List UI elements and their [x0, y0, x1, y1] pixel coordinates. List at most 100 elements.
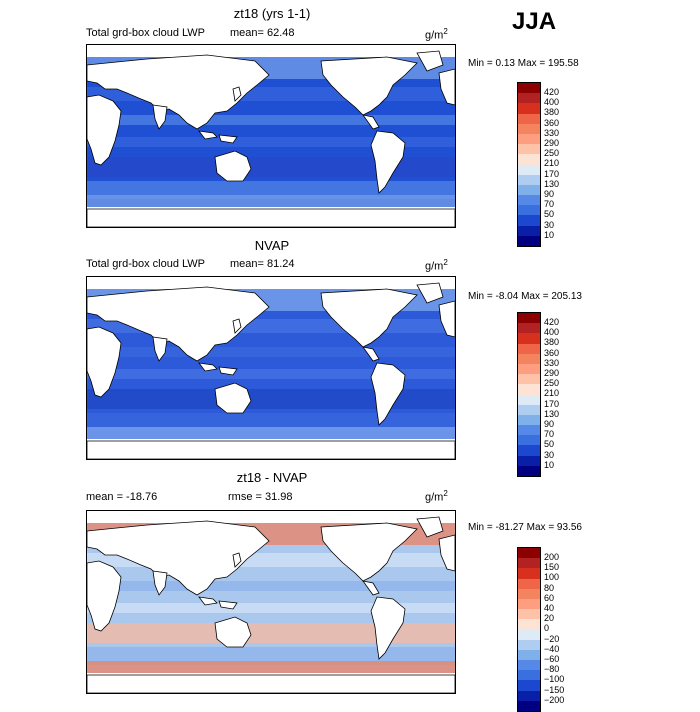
colorbar-label: 40 [544, 603, 555, 613]
colorbar-swatch [518, 670, 540, 681]
colorbar-label: 150 [544, 562, 560, 573]
colorbar-label: 170 [544, 398, 560, 409]
value-band [87, 581, 455, 591]
colorbar-label: 70 [544, 429, 555, 440]
land-outline [438, 68, 455, 106]
land-outline [362, 580, 380, 596]
colorbar-label: 200 [544, 552, 560, 562]
colorbar-label: 10 [544, 459, 555, 470]
colorbar-label: 210 [544, 158, 560, 169]
value-band [87, 413, 455, 431]
panel-1-units: g/m2 [425, 27, 448, 42]
season-label: JJA [512, 8, 557, 35]
panel-3-minmax: Min = -81.27 Max = 93.56 [468, 522, 582, 533]
colorbar-label: 60 [544, 592, 555, 603]
value-band [87, 623, 455, 643]
colorbar-swatch [518, 323, 540, 334]
value-band [87, 389, 455, 409]
land-outline [152, 104, 168, 130]
panel-2-units: g/m2 [425, 258, 448, 273]
colorbar-label: 360 [544, 117, 560, 128]
panel-1-mean: mean= 62.48 [230, 27, 295, 39]
land-outline [152, 336, 168, 362]
colorbar-labels: 200 150 100 80 60 40 20 0 −20 −40 −60 −80 −100 −150 −2… [544, 547, 584, 712]
panel-1-title: zt18 (yrs 1-1) [233, 6, 311, 21]
colorbar-swatch [518, 103, 540, 114]
land-outline [232, 318, 242, 334]
colorbar-swatch [518, 558, 540, 569]
colorbar-label: 80 [544, 582, 555, 593]
land-outline [438, 534, 455, 572]
colorbar-swatches [517, 547, 541, 712]
colorbar-swatch [518, 455, 540, 466]
colorbar-swatch [518, 629, 540, 640]
land-outline [370, 596, 406, 660]
colorbar-swatch [518, 435, 540, 446]
colorbar-label: 20 [544, 613, 555, 624]
colorbar-swatch [518, 195, 540, 206]
value-band [87, 647, 455, 665]
land-outline [198, 596, 218, 606]
land-outline [87, 208, 455, 227]
colorbar-swatches [517, 82, 541, 247]
colorbar-swatch [518, 465, 540, 476]
colorbar-label: 400 [544, 327, 560, 338]
colorbar-label: 290 [544, 138, 560, 148]
panel-3-colorbar: 200 150 100 80 60 40 20 0 −20 −40 −60 −80 −100 −150 −2… [517, 547, 584, 712]
colorbar-labels: 420 400 380 360 330 290 250 210 170 130 90 70 50 30 10 [544, 312, 584, 477]
colorbar-swatch [518, 588, 540, 599]
colorbar-swatch [518, 374, 540, 385]
land-outline [214, 382, 252, 414]
value-band [87, 157, 455, 177]
value-band [87, 369, 455, 379]
colorbar-swatch [518, 414, 540, 426]
colorbar-swatch [518, 700, 540, 711]
colorbar-label: −60 [544, 654, 560, 664]
colorbar-swatch [518, 384, 540, 395]
land-outline [87, 326, 122, 398]
colorbar-swatch [518, 680, 540, 691]
colorbar-label: 330 [544, 127, 560, 138]
colorbar-swatch [518, 568, 540, 579]
land-outline [320, 288, 418, 348]
land-outline [87, 560, 122, 632]
colorbar-swatch [518, 215, 540, 226]
colorbar-swatch [518, 235, 540, 246]
value-band [87, 115, 455, 125]
panel-1-variable: Total grd-box cloud LWP [86, 27, 206, 39]
panel-2-map [86, 276, 456, 460]
colorbar-label: 90 [544, 189, 555, 199]
land-outline [362, 114, 380, 130]
panel-3-units: g/m2 [425, 489, 448, 504]
colorbar-swatches [517, 312, 541, 477]
land-outline [370, 362, 406, 426]
colorbar-swatch [518, 154, 540, 165]
panel-2-variable: Total grd-box cloud LWP [86, 258, 206, 270]
colorbar-swatch [518, 93, 540, 104]
colorbar-swatch [518, 113, 540, 124]
land-outline [87, 674, 455, 693]
colorbar-label: −200 [544, 694, 565, 705]
colorbar-swatch [518, 690, 540, 701]
value-band [87, 347, 455, 357]
land-outline [218, 600, 238, 610]
land-outline [214, 150, 252, 182]
value-band [87, 603, 455, 613]
colorbar-label: 30 [544, 219, 555, 230]
colorbar-label: −80 [544, 664, 560, 675]
land-outline [87, 94, 122, 166]
colorbar-label: −40 [544, 643, 560, 654]
colorbar-swatch [518, 174, 540, 185]
land-outline [232, 552, 242, 568]
colorbar-swatch [518, 649, 540, 661]
land-outline [320, 522, 418, 582]
land-outline [218, 134, 238, 144]
colorbar-swatch [518, 225, 540, 236]
colorbar-label: 30 [544, 449, 555, 460]
land-outline [198, 362, 218, 372]
colorbar-label: 380 [544, 337, 560, 348]
colorbar-label: −150 [544, 684, 565, 695]
colorbar-label: 380 [544, 107, 560, 118]
colorbar-label: 130 [544, 178, 560, 189]
colorbar-label: 10 [544, 229, 555, 240]
